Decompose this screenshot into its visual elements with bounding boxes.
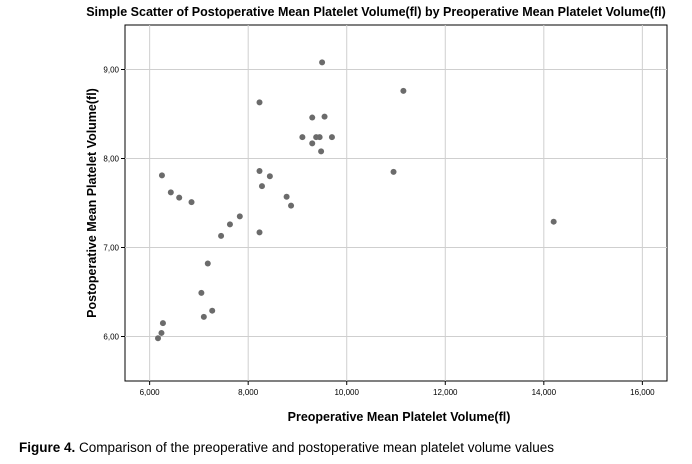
data-point xyxy=(159,320,166,327)
data-point xyxy=(236,213,243,220)
x-tick-label: 10,000 xyxy=(334,388,359,397)
data-point xyxy=(299,134,306,141)
y-tick-label: 8,00 xyxy=(103,155,119,164)
x-tick-label: 16,000 xyxy=(630,388,655,397)
data-point xyxy=(319,59,326,66)
data-point xyxy=(318,148,325,155)
data-point xyxy=(328,134,335,141)
chart-title: Simple Scatter of Postoperative Mean Pla… xyxy=(86,5,666,19)
figure-caption: Figure 4. Comparison of the preoperative… xyxy=(19,440,554,455)
grid-lines xyxy=(125,25,667,381)
y-tick-label: 7,00 xyxy=(103,244,119,253)
x-tick-label: 8,000 xyxy=(238,388,259,397)
data-point xyxy=(550,218,557,225)
x-tick-label: 12,000 xyxy=(433,388,458,397)
x-tick-label: 6,000 xyxy=(140,388,161,397)
tick-labels: 6,000 8,000 10,000 12,000 14,000 16,000 6,00 7,… xyxy=(103,66,655,398)
data-point xyxy=(316,134,323,141)
data-point xyxy=(309,114,316,121)
data-point xyxy=(266,173,273,180)
data-point xyxy=(198,289,205,296)
data-point xyxy=(209,307,216,314)
data-point xyxy=(390,168,397,175)
data-point xyxy=(256,167,263,174)
data-point xyxy=(288,202,295,209)
y-axis-label: Postoperative Mean Platelet Volume(fl) xyxy=(85,88,99,318)
data-point xyxy=(256,229,263,236)
data-point xyxy=(200,313,207,320)
data-point xyxy=(158,329,165,336)
plot-area xyxy=(124,24,668,382)
data-point xyxy=(283,193,290,200)
data-point xyxy=(188,199,195,206)
data-point xyxy=(258,183,265,190)
data-point xyxy=(176,194,183,201)
y-tick-label: 6,00 xyxy=(103,333,119,342)
data-point xyxy=(204,260,211,267)
y-tick-label: 9,00 xyxy=(103,66,119,75)
data-points xyxy=(155,59,557,342)
caption-label: Figure 4. xyxy=(19,440,76,455)
data-point xyxy=(226,221,233,228)
x-axis-label: Preoperative Mean Platelet Volume(fl) xyxy=(288,410,511,424)
data-point xyxy=(158,172,165,179)
data-point xyxy=(400,87,407,94)
x-tick-label: 14,000 xyxy=(532,388,557,397)
data-point xyxy=(256,99,263,106)
data-point xyxy=(167,189,174,196)
data-point xyxy=(321,113,328,120)
caption-text: Comparison of the preoperative and posto… xyxy=(75,440,555,455)
data-point xyxy=(155,335,162,342)
data-point xyxy=(309,140,316,147)
data-point xyxy=(218,232,225,239)
